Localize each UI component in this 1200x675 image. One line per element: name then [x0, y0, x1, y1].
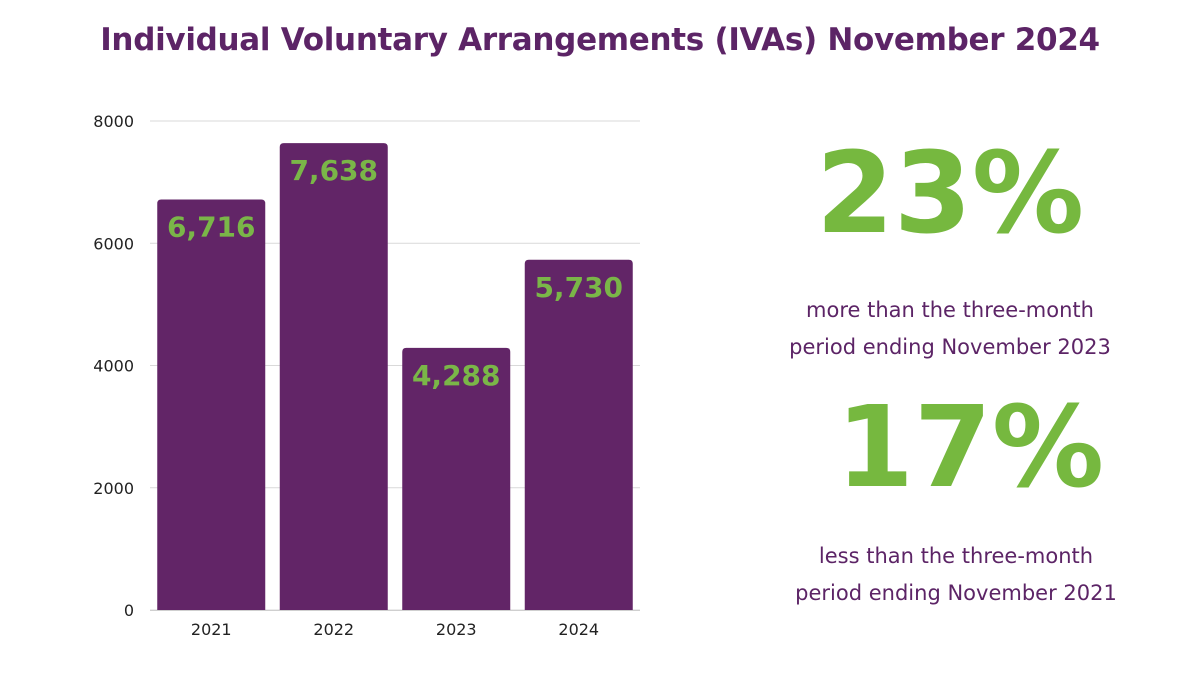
stat-caption-decrease: less than the three-month period ending …	[706, 538, 1200, 612]
bar-2023	[402, 347, 511, 610]
stat-block-decrease: 17%	[780, 392, 1160, 504]
x-tick-label: 2024	[558, 620, 599, 639]
bar-value-label: 6,716	[167, 210, 256, 243]
x-tick-label: 2021	[191, 620, 232, 639]
bar-2024	[524, 259, 633, 610]
stat-caption-increase: more than the three-month period ending …	[700, 292, 1200, 366]
y-tick-label: 2000	[93, 479, 134, 498]
x-axis-ticks: 2021 2022 2023 2024	[191, 620, 599, 639]
stat-percent-decrease: 17%	[835, 383, 1105, 513]
bar-value-label: 4,288	[412, 359, 501, 392]
x-tick-label: 2022	[313, 620, 354, 639]
stat-caption-line1: more than the three-month	[806, 298, 1094, 322]
y-tick-label: 6000	[93, 234, 134, 253]
chart-title: Individual Voluntary Arrangements (IVAs)…	[100, 22, 1100, 58]
stat-caption-line2: period ending November 2023	[789, 335, 1111, 359]
stat-block-increase: 23%	[760, 138, 1140, 250]
y-tick-label: 4000	[93, 357, 134, 376]
stat-percent-increase: 23%	[815, 129, 1085, 259]
bar-value-label: 5,730	[534, 271, 623, 304]
stat-caption-line1: less than the three-month	[818, 544, 1094, 568]
bar-value-label: 7,638	[289, 154, 378, 187]
bar-2022	[279, 143, 388, 610]
y-tick-label: 8000	[93, 112, 134, 131]
bar-chart: 0 2000 4000 6000 8000 6,716 7,638 4,288 5,730 2…	[93, 112, 640, 639]
bar-2021	[157, 199, 266, 610]
bars: 6,716 7,638 4,288 5,730	[157, 143, 633, 610]
x-tick-label: 2023	[436, 620, 477, 639]
y-tick-label: 0	[124, 601, 134, 620]
stat-caption-line2: period ending November 2021	[795, 581, 1117, 605]
y-axis-ticks: 0 2000 4000 6000 8000	[93, 112, 134, 620]
